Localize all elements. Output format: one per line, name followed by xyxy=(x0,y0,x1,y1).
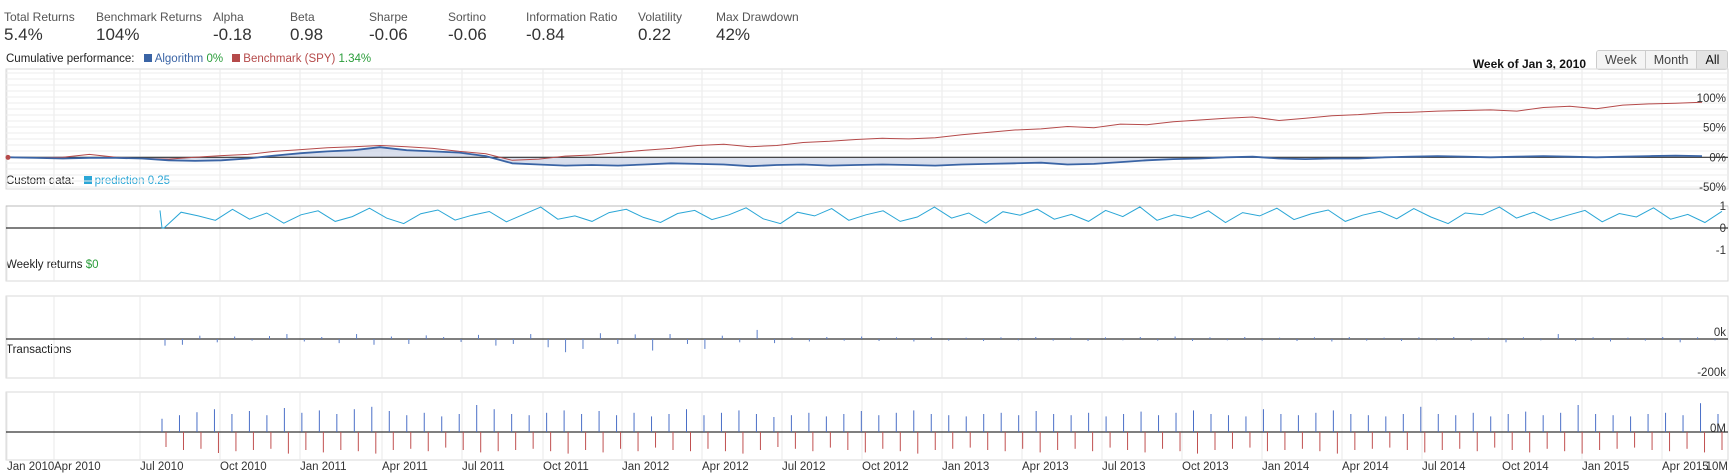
algorithm-line xyxy=(9,146,1703,168)
metric-label: Total Returns xyxy=(4,10,75,24)
x-tick-label: Apr 2012 xyxy=(702,461,749,473)
x-tick-label: Jul 2014 xyxy=(1422,461,1466,473)
x-tick-label: Apr 2013 xyxy=(1022,461,1069,473)
y-tick-label: -50% xyxy=(1699,182,1726,194)
x-tick-label: Jul 2010 xyxy=(140,461,183,473)
x-tick-label: Jul 2011 xyxy=(462,461,505,473)
metric-information-ratio: Information Ratio -0.84 xyxy=(526,10,617,46)
x-tick-label: Oct 2012 xyxy=(862,461,909,473)
metric-beta: Beta 0.98 xyxy=(290,10,323,46)
x-tick-label: Apr 2011 xyxy=(382,461,428,473)
benchmark-legend-swatch xyxy=(232,54,241,62)
x-tick-label: Jan 2013 xyxy=(942,461,989,473)
metric-value: -0.06 xyxy=(448,25,487,44)
panel-frame-3 xyxy=(5,391,1729,461)
x-tick-label: Jan 2010 xyxy=(7,461,54,473)
y-tick-label: 1 xyxy=(1720,201,1726,213)
x-tick-label: Oct 2014 xyxy=(1502,461,1549,473)
metric-benchmark-returns: Benchmark Returns 104% xyxy=(96,10,202,46)
weekly-title: Weekly returns xyxy=(6,259,83,271)
x-tick-label: Jan 2011 xyxy=(300,461,346,473)
x-tick-label: Apr 2010 xyxy=(54,461,101,473)
panel-frame-1 xyxy=(5,205,1729,282)
metric-value: 42% xyxy=(716,25,751,44)
x-tick-label: Jul 2013 xyxy=(1102,461,1145,473)
metric-value: -0.06 xyxy=(369,25,408,44)
metric-max-drawdown: Max Drawdown 42% xyxy=(716,10,799,46)
metric-label: Volatility xyxy=(638,10,683,24)
algorithm-legend-swatch xyxy=(143,54,152,62)
cumulative-title: Cumulative performance: xyxy=(6,53,135,65)
cumulative-title-row: Cumulative performance: Algorithm 0% Ben… xyxy=(6,52,371,66)
algorithm-legend-label[interactable]: Algorithm xyxy=(154,53,204,65)
y-tick-label: 0k xyxy=(1714,327,1726,339)
x-tick-label: Apr 2014 xyxy=(1342,461,1389,473)
y-tick-label: -200k xyxy=(1697,367,1726,379)
panel-frame-2 xyxy=(5,295,1729,379)
range-label: Week of Jan 3, 2010 xyxy=(1472,57,1586,71)
metric-volatility: Volatility 0.22 xyxy=(638,10,682,46)
metric-value: 0.22 xyxy=(638,25,672,44)
metric-total-returns: Total Returns 5.4% xyxy=(4,10,75,46)
y-tick-label: 0% xyxy=(1709,152,1726,164)
y-tick-label: 0 xyxy=(1720,223,1726,235)
x-tick-label: Jul 2012 xyxy=(782,461,825,473)
metric-value: -0.18 xyxy=(213,25,252,44)
transactions-title: Transactions xyxy=(6,344,72,356)
metric-label: Max Drawdown xyxy=(716,10,799,24)
metric-value: 0.98 xyxy=(290,25,324,44)
metric-label: Beta xyxy=(290,10,315,24)
weekly-value: $0 xyxy=(85,259,99,271)
metric-value: 104% xyxy=(96,25,140,44)
x-tick-label: Jan 2012 xyxy=(622,461,669,473)
x-tick-label: Jan 2015 xyxy=(1582,461,1629,473)
weekly-title-row: Weekly returns $0 xyxy=(6,258,98,272)
range-selector: Week Month All xyxy=(1596,50,1729,70)
metric-label: Sharpe xyxy=(369,10,408,24)
benchmark-legend-label[interactable]: Benchmark (SPY) xyxy=(243,53,336,65)
y-tick-label: 50% xyxy=(1703,123,1726,135)
x-tick-label: Oct 2010 xyxy=(220,461,267,473)
prediction-line xyxy=(159,206,1723,229)
x-tick-label: Oct 2011 xyxy=(543,461,589,473)
algorithm-legend-value: 0% xyxy=(206,53,224,65)
metric-value: -0.84 xyxy=(526,25,565,44)
metric-label: Benchmark Returns xyxy=(96,10,203,24)
y-tick-label: -1 xyxy=(1716,245,1726,257)
x-tick-label: Oct 2013 xyxy=(1182,461,1229,473)
metric-value: 5.4% xyxy=(4,25,43,44)
metric-alpha: Alpha -0.18 xyxy=(213,10,252,46)
metric-label: Information Ratio xyxy=(526,10,618,24)
x-tick-label: Jan 2014 xyxy=(1262,461,1310,473)
range-all-button[interactable]: All xyxy=(1696,51,1728,69)
range-month-button[interactable]: Month xyxy=(1644,51,1697,69)
metric-label: Sortino xyxy=(448,10,487,24)
metric-sharpe: Sharpe -0.06 xyxy=(369,10,408,46)
panel-frame-0 xyxy=(5,68,1729,190)
y-tick-label: 10M xyxy=(1706,461,1728,473)
benchmark-legend-value: 1.34% xyxy=(338,53,372,65)
x-tick-label: Apr 2015 xyxy=(1662,461,1709,473)
metric-sortino: Sortino -0.06 xyxy=(448,10,487,46)
prediction-legend-swatch xyxy=(83,176,92,184)
y-tick-label: 100% xyxy=(1697,93,1726,105)
benchmark-line xyxy=(9,101,1703,161)
transactions-title-row: Transactions xyxy=(6,343,71,357)
y-tick-label: 0M xyxy=(1710,423,1726,435)
start-marker xyxy=(5,154,11,160)
range-week-button[interactable]: Week xyxy=(1597,51,1645,69)
metric-label: Alpha xyxy=(213,10,244,24)
